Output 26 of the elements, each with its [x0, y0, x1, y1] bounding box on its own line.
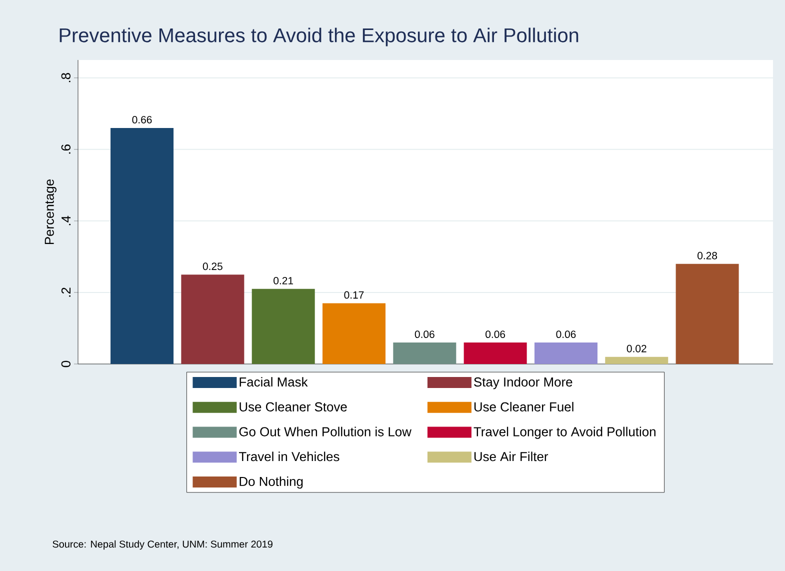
data-label: 0.21 — [274, 276, 293, 284]
y-tick-label: .6 — [61, 144, 70, 154]
chart-title: Preventive Measures to Avoid the Exposure to Air Pollution — [60, 28, 578, 46]
legend-label: Use Cleaner Stove — [240, 402, 347, 412]
source-note: Source: Nepal Study Center, UNM: Summer 2019 — [52, 540, 272, 550]
legend-label: Do Nothing — [240, 476, 303, 489]
data-label: 0.25 — [202, 262, 222, 270]
y-axis-title: Percentage — [44, 179, 56, 244]
data-label: 0.02 — [626, 344, 646, 352]
y-tick-label: .4 — [62, 216, 70, 226]
legend-label: Go Out When Pollution is Low — [239, 426, 412, 436]
legend-label: Use Cleaner Fuel — [474, 402, 574, 412]
y-tick-label: .2 — [61, 288, 70, 297]
legend-label: Use Air Filter — [474, 452, 548, 462]
data-label: 0.17 — [344, 291, 364, 299]
legend-label: Travel in Vehicles — [238, 452, 340, 462]
legend-label: Travel Longer to Avoid Pollution — [474, 426, 656, 439]
data-label: 0.06 — [556, 330, 576, 338]
y-tick-label: 0 — [61, 360, 70, 368]
data-label: 0.06 — [414, 330, 434, 338]
y-tick-label: .8 — [61, 73, 70, 82]
data-label: 0.28 — [698, 252, 718, 260]
data-label: 0.06 — [486, 330, 506, 338]
legend-label: Facial Mask — [240, 377, 308, 387]
legend-label: Stay Indoor More — [474, 377, 572, 390]
data-label: 0.66 — [132, 116, 152, 124]
